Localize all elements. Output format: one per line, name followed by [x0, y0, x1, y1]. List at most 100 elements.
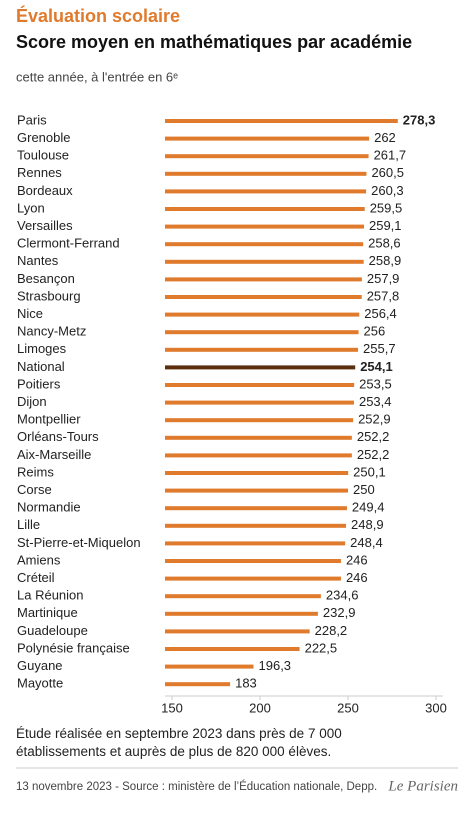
value-label: 253,4	[359, 394, 392, 409]
value-label: 262	[374, 130, 396, 145]
value-label: 256,4	[364, 306, 397, 321]
x-tick-label: 150	[161, 700, 183, 715]
category-label: Nice	[17, 306, 43, 321]
bar	[165, 259, 364, 264]
category-label: Amiens	[17, 552, 61, 567]
bar	[165, 418, 354, 423]
x-tick-label: 200	[249, 700, 271, 715]
bar	[165, 629, 310, 634]
value-label: 252,2	[357, 429, 390, 444]
category-label: Martinique	[17, 605, 78, 620]
bar	[165, 576, 341, 581]
bar	[165, 611, 318, 616]
value-label: 246	[346, 570, 368, 585]
value-label: 196,3	[259, 658, 292, 673]
value-label: 259,5	[370, 200, 403, 215]
category-label: La Réunion	[17, 588, 84, 603]
note-text: établissements et auprès de plus de 820 …	[16, 744, 331, 759]
value-label: 249,4	[352, 500, 385, 515]
bar	[165, 154, 369, 159]
bar	[165, 207, 365, 211]
category-label: Polynésie française	[17, 640, 130, 655]
value-label: 246	[346, 552, 368, 567]
category-label: Guadeloupe	[17, 623, 88, 638]
value-label: 183	[235, 676, 257, 691]
value-label: 253,5	[359, 376, 392, 391]
category-label: Aix-Marseille	[17, 447, 91, 462]
category-label: Poitiers	[17, 376, 61, 391]
value-label: 250	[353, 482, 375, 497]
bar	[165, 189, 367, 194]
bar	[165, 506, 347, 511]
category-label: Versailles	[17, 218, 73, 233]
chart-title: Score moyen en mathématiques par académi…	[16, 32, 412, 52]
category-label: Lille	[17, 517, 40, 532]
bar	[165, 136, 370, 141]
category-label: Rennes	[17, 165, 62, 180]
bar	[165, 559, 341, 563]
category-label: Limoges	[17, 341, 67, 356]
bar	[165, 453, 352, 458]
category-label: Guyane	[17, 658, 63, 673]
bar	[165, 277, 362, 282]
category-label: Strasbourg	[17, 288, 81, 303]
bar	[165, 541, 346, 546]
value-label: 228,2	[315, 623, 348, 638]
category-label: Reims	[17, 464, 54, 479]
category-label: Clermont-Ferrand	[17, 236, 120, 251]
value-label: 248,9	[351, 517, 384, 532]
value-label: 260,3	[371, 183, 404, 198]
value-label: 259,1	[369, 218, 402, 233]
category-label: Nancy-Metz	[17, 324, 86, 339]
bar	[165, 347, 359, 352]
subtitle: cette année, à l'entrée en 6ᵉ	[16, 69, 178, 84]
source: 13 novembre 2023 - Source : ministère de…	[16, 780, 377, 793]
bar	[165, 523, 347, 528]
category-label: Corse	[17, 482, 52, 497]
bar	[165, 242, 364, 247]
bar	[165, 682, 231, 687]
category-label: Dijon	[17, 394, 47, 409]
value-label: 260,5	[371, 165, 404, 180]
value-label: 250,1	[353, 464, 386, 479]
value-label: 278,3	[403, 112, 436, 127]
value-label: 257,9	[367, 271, 400, 286]
value-label: 257,8	[367, 288, 400, 303]
value-label: 248,4	[350, 535, 383, 550]
bar	[165, 383, 355, 387]
value-label: 234,6	[326, 588, 359, 603]
bar	[165, 295, 362, 299]
value-label: 261,7	[374, 148, 407, 163]
bar	[165, 400, 354, 405]
category-label: Toulouse	[17, 148, 69, 163]
note-text: Étude réalisée en septembre 2023 dans pr…	[16, 726, 342, 741]
x-tick-label: 300	[425, 700, 447, 715]
category-label: St-Pierre-et-Miquelon	[17, 535, 141, 550]
bar	[165, 312, 360, 317]
category-label: Orléans-Tours	[17, 429, 99, 444]
category-label: Mayotte	[17, 676, 63, 691]
bar	[165, 171, 367, 176]
bar	[165, 471, 349, 475]
category-label: Nantes	[17, 253, 59, 268]
bar	[165, 435, 352, 440]
category-label: Créteil	[17, 570, 55, 585]
value-label: 258,9	[369, 253, 402, 268]
value-label: 252,9	[358, 412, 391, 427]
value-label: 222,5	[305, 640, 338, 655]
value-label: 255,7	[363, 341, 396, 356]
category-label: Besançon	[17, 271, 75, 286]
value-label: 254,1	[360, 359, 393, 374]
category-label: Paris	[17, 112, 47, 127]
bar	[165, 664, 254, 669]
category-label: Montpellier	[17, 412, 81, 427]
x-tick-label: 250	[337, 700, 359, 715]
bar	[165, 647, 300, 651]
bar	[165, 224, 364, 229]
value-label: 258,6	[368, 236, 401, 251]
logo: Le Parisien	[387, 778, 458, 794]
bar	[165, 594, 321, 599]
category-label: Lyon	[17, 200, 45, 215]
